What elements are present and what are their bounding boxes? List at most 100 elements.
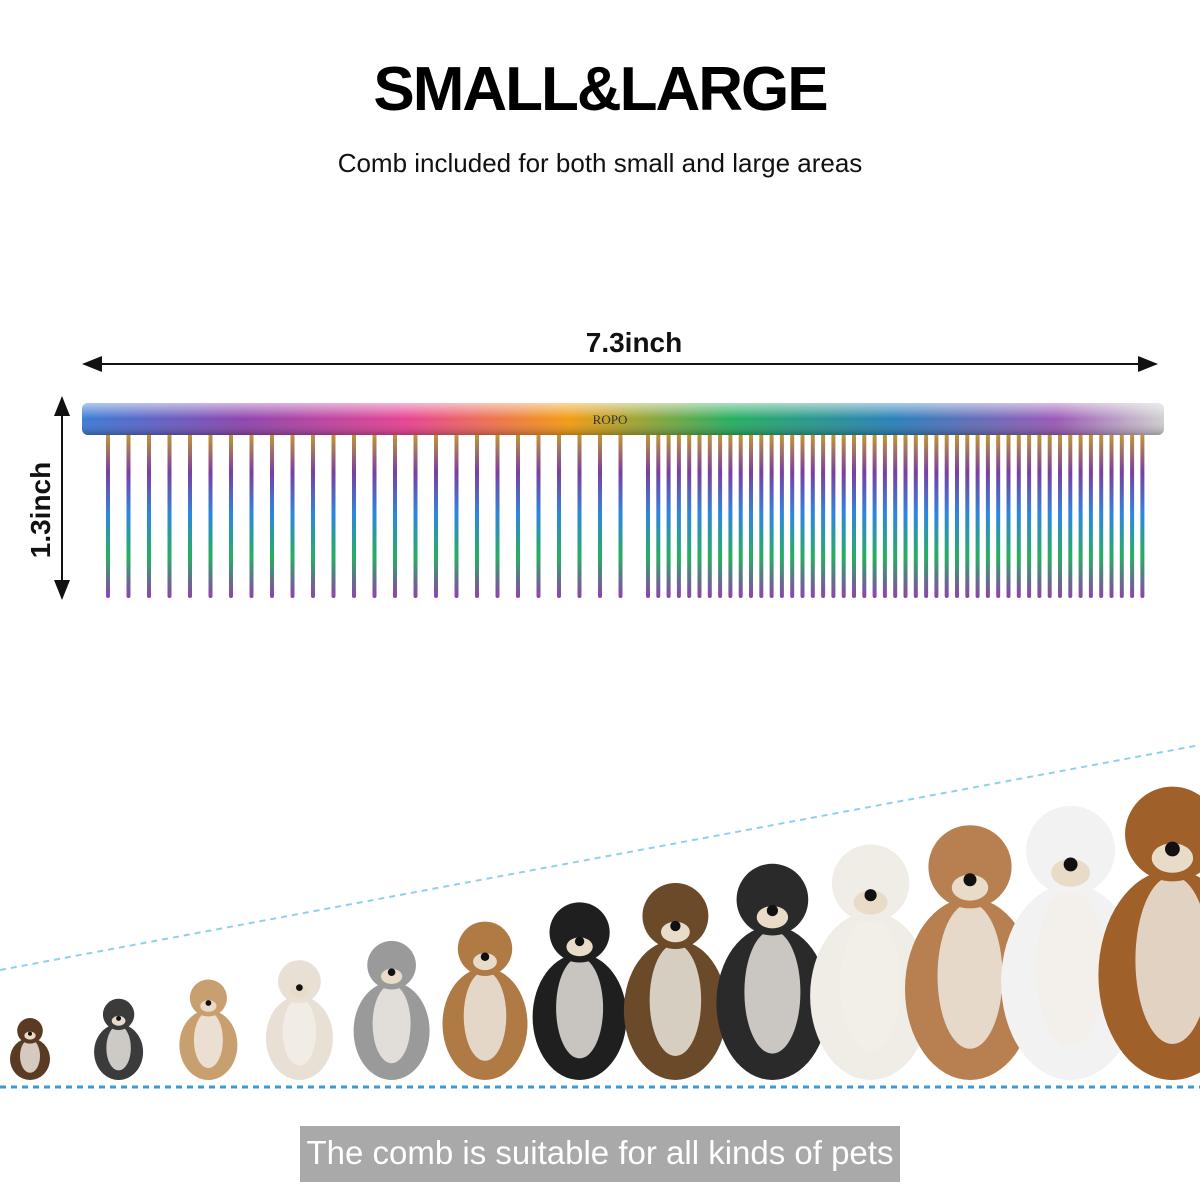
dog (353, 940, 430, 1080)
dog-nose (116, 1015, 122, 1021)
dog-head (457, 921, 513, 976)
dog-muzzle (290, 984, 309, 998)
comb-tooth (800, 430, 805, 598)
comb-tooth (618, 430, 623, 598)
dog-chest (937, 903, 1003, 1049)
dog-muzzle (1151, 843, 1194, 873)
size-slope-line (0, 744, 1200, 971)
dog-chest (463, 971, 507, 1061)
subtitle: Comb included for both small and large a… (338, 148, 863, 178)
dog-muzzle (566, 937, 593, 957)
comb-tooth (1140, 430, 1145, 598)
dog-nose (28, 1031, 32, 1036)
dog-nose (670, 920, 681, 932)
dog-muzzle (380, 968, 403, 985)
comb-tooth (759, 430, 764, 598)
comb-tooth (831, 430, 836, 598)
dog-nose (574, 936, 585, 947)
dog-chest (193, 1012, 223, 1068)
caption-box (300, 1126, 900, 1182)
comb-tooth (728, 430, 733, 598)
comb-teeth (106, 430, 1145, 598)
dog-chest (649, 944, 702, 1056)
comb-tooth (536, 430, 541, 598)
comb-tooth (311, 430, 315, 598)
comb-tooth (666, 430, 671, 598)
comb-tooth (810, 430, 815, 598)
dog (1001, 805, 1141, 1080)
comb-tooth (1006, 430, 1011, 598)
comb-tooth (903, 430, 908, 598)
comb-tooth (249, 430, 254, 598)
comb-tooth (557, 430, 561, 598)
dog-chest (1135, 876, 1200, 1044)
comb-tooth (352, 430, 356, 598)
comb-tooth (676, 430, 681, 598)
dog-head (189, 979, 227, 1017)
dog-chest (744, 930, 801, 1054)
comb-tooth (167, 430, 172, 598)
dog-nose (480, 952, 490, 962)
dog-muzzle (951, 874, 989, 901)
dog (1098, 786, 1200, 1080)
dog (905, 825, 1035, 1080)
comb-tooth (769, 430, 774, 598)
comb-tooth (718, 430, 723, 598)
comb-tooth (1130, 430, 1135, 598)
comb-tooth (646, 430, 650, 598)
comb-tooth (495, 430, 500, 598)
brand: ROPO (593, 412, 628, 427)
dog (623, 883, 727, 1080)
comb-tooth (188, 430, 192, 598)
title: SMALL&LARGE (373, 55, 826, 124)
dog-chest (1035, 889, 1106, 1047)
comb-tooth (1027, 430, 1032, 598)
dog (10, 1018, 50, 1080)
dog-head (549, 902, 610, 963)
dog-muzzle (853, 890, 888, 915)
dog (265, 960, 333, 1080)
comb-tooth (1016, 430, 1021, 598)
dog-nose (205, 1000, 212, 1006)
comb-tooth (687, 430, 692, 598)
comb-tooth (516, 430, 520, 598)
comb-tooth (147, 430, 151, 598)
caption: The comb is suitable for all kinds of pe… (307, 1134, 894, 1171)
comb-tooth (434, 430, 438, 598)
height-label: 1.3inch (25, 462, 56, 558)
dog-head (367, 940, 416, 990)
comb-tooth (1119, 430, 1124, 598)
comb-tooth (331, 430, 336, 598)
dog-nose (1063, 857, 1078, 872)
dog-chest (106, 1025, 131, 1071)
comb-tooth (985, 430, 990, 598)
dog-head (1026, 805, 1116, 895)
comb-tooth (372, 430, 377, 598)
comb-tooth (1078, 430, 1083, 598)
dog-nose (296, 984, 303, 991)
comb-tooth (862, 430, 867, 598)
comb-tooth (126, 430, 131, 598)
dog-nose (387, 968, 396, 976)
dog (810, 844, 932, 1080)
comb-tooth (965, 430, 970, 598)
dog-chest (840, 916, 901, 1052)
comb-tooth (738, 430, 743, 598)
dog-head (928, 825, 1012, 909)
dog-head (102, 998, 135, 1031)
comb-tooth (872, 430, 877, 598)
comb-tooth (841, 430, 846, 598)
comb-tooth (790, 430, 795, 598)
comb-tooth (749, 430, 753, 598)
comb-tooth (656, 430, 661, 598)
comb-tooth (893, 430, 898, 598)
dog-head (17, 1018, 43, 1044)
comb-tooth (1037, 430, 1042, 598)
comb-tooth (475, 430, 479, 598)
comb-tooth (1088, 430, 1093, 598)
comb-tooth (955, 430, 959, 598)
dog-muzzle (200, 1000, 217, 1012)
dog-chest (282, 998, 317, 1066)
comb-tooth (106, 430, 110, 598)
